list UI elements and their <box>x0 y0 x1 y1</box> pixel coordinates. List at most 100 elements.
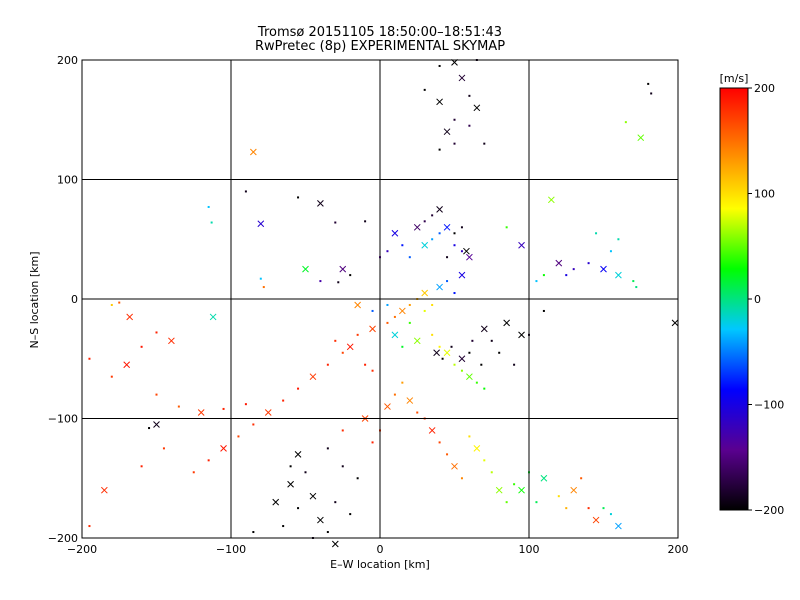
data-point-dot <box>252 531 255 534</box>
data-point-x <box>369 325 376 333</box>
data-point-dot <box>423 309 426 312</box>
data-point-dot <box>572 268 575 271</box>
data-point-dot <box>480 363 483 366</box>
data-point-x <box>272 498 280 506</box>
data-point-x <box>540 474 548 482</box>
data-point-dot <box>565 274 568 277</box>
data-point-dot <box>431 238 434 241</box>
data-point-x <box>398 307 406 315</box>
data-point-x <box>317 200 324 207</box>
colorbar-tick-label: 100 <box>754 188 775 201</box>
data-point-dot <box>364 220 367 223</box>
data-point-dot <box>542 274 545 277</box>
y-tick-label: −100 <box>48 413 78 426</box>
data-point-dot <box>334 501 337 504</box>
data-point-dot <box>460 250 463 253</box>
data-point-x <box>547 196 555 204</box>
data-point-dot <box>282 399 285 402</box>
data-point-dot <box>471 339 474 342</box>
data-point-x <box>518 241 525 249</box>
data-point-x <box>331 540 339 548</box>
data-point-dot <box>441 357 444 360</box>
data-point-x <box>451 462 458 470</box>
data-point-x <box>100 486 108 494</box>
data-point-dot <box>453 292 456 295</box>
data-point-dot <box>297 387 300 390</box>
data-point-x <box>413 223 421 231</box>
colorbar-tick-label: −200 <box>754 504 784 517</box>
data-point-x <box>615 522 622 530</box>
data-point-x <box>153 421 160 428</box>
data-point-dot <box>408 321 411 324</box>
data-point-dot <box>289 465 292 468</box>
data-point-dot <box>401 345 404 348</box>
data-point-dot <box>386 303 389 306</box>
data-point-dot <box>334 221 337 224</box>
data-point-dot <box>319 280 322 283</box>
data-point-x <box>458 355 466 363</box>
chart-subtitle: RwPretec (8p) EXPERIMENTAL SKYMAP <box>255 39 505 54</box>
data-point-dot <box>371 369 374 372</box>
data-point-dot <box>595 232 598 235</box>
data-point-dot <box>505 226 508 229</box>
data-point-x <box>126 313 134 321</box>
data-point-dot <box>304 471 307 474</box>
data-points <box>88 59 679 548</box>
data-point-dot <box>177 405 180 408</box>
data-point-dot <box>468 94 471 97</box>
data-point-x <box>309 492 317 500</box>
x-tick-label: 0 <box>377 543 384 556</box>
data-point-dot <box>483 142 486 145</box>
data-point-dot <box>349 513 352 516</box>
data-point-x <box>421 241 429 249</box>
data-point-dot <box>110 375 113 378</box>
data-point-x <box>555 259 563 267</box>
data-point-dot <box>244 403 247 406</box>
data-point-dot <box>282 525 285 528</box>
data-point-x <box>436 206 443 213</box>
data-point-x <box>518 331 525 339</box>
data-point-dot <box>513 363 516 366</box>
data-point-dot <box>356 333 359 336</box>
x-tick-label: −200 <box>67 543 97 556</box>
data-point-x <box>123 361 131 369</box>
data-point-x <box>413 337 421 345</box>
data-point-dot <box>356 477 359 480</box>
data-point-dot <box>453 118 456 121</box>
x-axis-label: E–W location [km] <box>330 558 430 571</box>
data-point-x <box>294 450 302 458</box>
data-point-dot <box>460 477 463 480</box>
data-point-dot <box>460 226 463 229</box>
colorbar-tick-label: 200 <box>754 82 775 95</box>
data-point-x <box>443 349 451 357</box>
data-point-dot <box>602 507 605 510</box>
data-point-x <box>302 265 309 273</box>
data-point-dot <box>416 411 419 414</box>
data-point-dot <box>334 339 337 342</box>
data-point-dot <box>401 381 404 384</box>
data-point-dot <box>431 303 434 306</box>
data-point-dot <box>609 513 612 516</box>
data-point-x <box>473 445 481 452</box>
plot-frame <box>81 59 679 539</box>
data-point-x <box>309 373 317 381</box>
data-point-dot <box>453 232 456 235</box>
data-point-dot <box>438 441 441 444</box>
x-tick-label: −100 <box>216 543 246 556</box>
data-point-dot <box>438 232 441 235</box>
data-point-x <box>220 445 227 452</box>
data-point-dot <box>371 441 374 444</box>
data-point-x <box>287 480 294 488</box>
y-tick-label: 0 <box>71 293 78 306</box>
data-point-x <box>600 265 607 273</box>
data-point-dot <box>635 286 638 289</box>
data-point-dot <box>624 121 627 124</box>
data-point-x <box>264 409 272 416</box>
data-point-dot <box>438 148 441 151</box>
data-point-dot <box>468 351 471 354</box>
data-point-dot <box>222 407 225 410</box>
data-point-x <box>421 289 429 297</box>
data-point-dot <box>341 465 344 468</box>
data-point-dot <box>450 345 453 348</box>
